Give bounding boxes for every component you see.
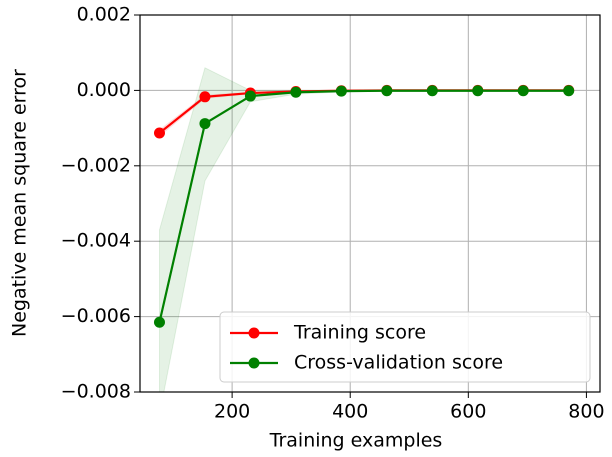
legend-marker [248, 327, 260, 339]
legend-marker [248, 357, 260, 369]
legend-label: Cross-validation score [294, 352, 503, 374]
y-axis-label: Negative mean square error [9, 69, 31, 337]
x-axis-label: Training examples [269, 430, 443, 452]
data-point [426, 85, 438, 97]
data-point [199, 91, 211, 103]
legend-label: Training score [293, 322, 426, 344]
series-layer [153, 67, 575, 392]
series-line [158, 89, 569, 323]
data-point [244, 90, 256, 102]
y-tick-label: 0.002 [77, 4, 131, 26]
data-point [563, 85, 575, 97]
y-tick-label: −0.006 [61, 305, 131, 327]
y-tick-label: −0.004 [61, 230, 131, 252]
data-point [381, 85, 393, 97]
legend-box [219, 311, 591, 383]
x-tick-label: 600 [450, 401, 486, 423]
y-tick-label: −0.008 [61, 381, 131, 403]
data-point [472, 85, 484, 97]
data-point [335, 85, 347, 97]
data-point [153, 127, 165, 139]
y-tick-label: 0.000 [77, 79, 131, 101]
y-tick-label: −0.002 [61, 154, 131, 176]
data-point [153, 316, 165, 328]
x-tick-label: 400 [332, 401, 368, 423]
data-point [290, 86, 302, 98]
data-point [517, 85, 529, 97]
x-tick-label: 800 [568, 401, 604, 423]
x-tick-label: 200 [214, 401, 250, 423]
plot-frame [139, 14, 601, 393]
data-point [199, 118, 211, 130]
